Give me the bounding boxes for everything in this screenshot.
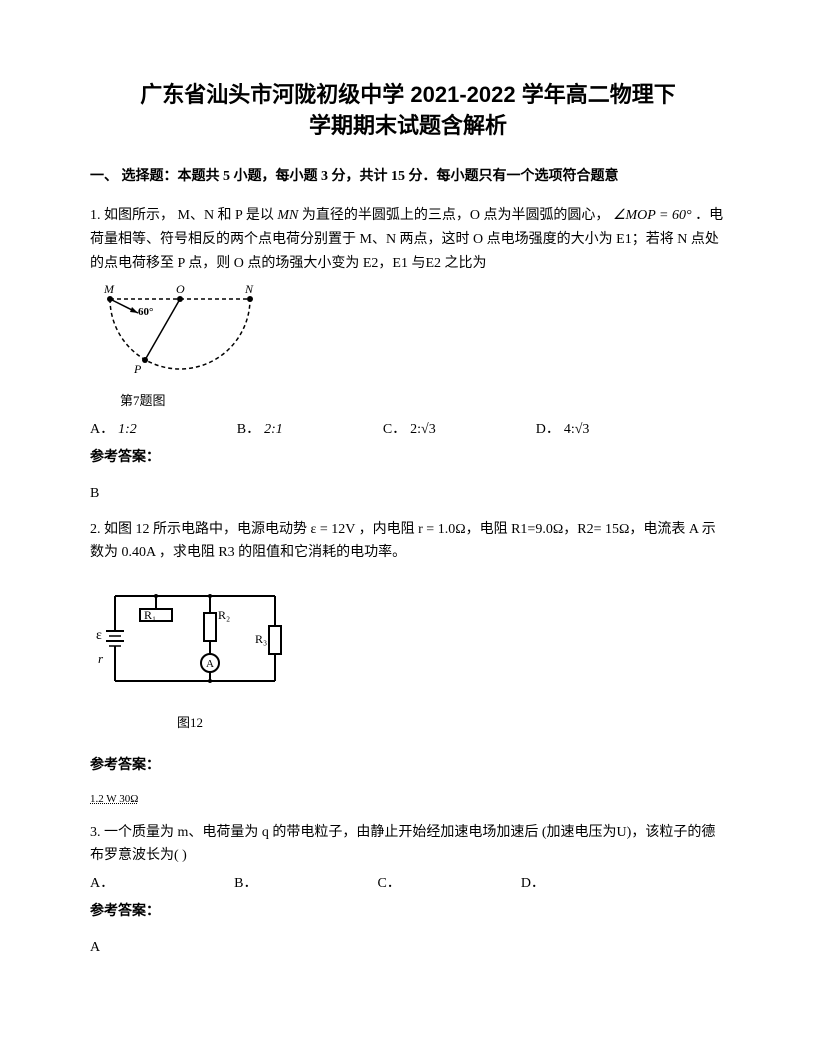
- q3-optD: D．: [521, 872, 545, 896]
- q3-answer: A: [90, 936, 726, 960]
- q1-optC-val: 2:√3: [410, 418, 436, 442]
- q1-optB-label: B．: [237, 418, 260, 442]
- q3-answer-label: 参考答案：: [90, 900, 726, 924]
- q1-option-d: D． 4:√3: [536, 418, 590, 442]
- label-angle: 60°: [138, 306, 153, 318]
- q1-formula2: ∠MOP = 60°: [613, 208, 692, 223]
- label-R1: R₁: [144, 608, 156, 622]
- q1-diagram: M O N P 60° 第7题图: [90, 281, 726, 412]
- label-R3: R₃: [255, 632, 267, 646]
- question-1: 1. 如图所示， M、N 和 P 是以 MN 为直径的半圆弧上的三点，O 点为半…: [90, 204, 726, 506]
- q1-optB-val: 2:1: [264, 418, 283, 442]
- label-N: N: [244, 282, 254, 296]
- q1-answer: B: [90, 482, 726, 506]
- label-A: A: [206, 658, 214, 670]
- q2-answer: 1.2 W 30Ω: [90, 790, 726, 809]
- q1-option-a: A． 1:2: [90, 418, 137, 442]
- q2-text: 2. 如图 12 所示电路中，电源电动势 ε = 12V ，内电阻 r = 1.…: [90, 518, 726, 566]
- label-P: P: [133, 362, 142, 376]
- q1-option-b: B． 2:1: [237, 418, 283, 442]
- q1-optA-label: A．: [90, 418, 114, 442]
- question-2: 2. 如图 12 所示电路中，电源电动势 ε = 12V ，内电阻 r = 1.…: [90, 518, 726, 809]
- q1-caption: 第7题图: [120, 390, 726, 412]
- q1-text: 1. 如图所示， M、N 和 P 是以 MN 为直径的半圆弧上的三点，O 点为半…: [90, 204, 726, 275]
- q3-optB: B．: [234, 872, 257, 896]
- q3-optC: C．: [377, 872, 400, 896]
- q2-caption: 图12: [90, 712, 290, 734]
- q1-optC-label: C．: [383, 418, 406, 442]
- q3-text: 3. 一个质量为 m、电荷量为 q 的带电粒子，由静止开始经加速电场加速后 (加…: [90, 821, 726, 869]
- q1-options: A． 1:2 B． 2:1 C． 2:√3 D． 4:√3: [90, 418, 726, 442]
- q3-optA: A．: [90, 872, 114, 896]
- q1-option-c: C． 2:√3: [383, 418, 436, 442]
- q1-optD-val: 4:√3: [564, 418, 590, 442]
- q1-answer-label: 参考答案：: [90, 446, 726, 470]
- q2-diagram: R₁ R₁ R₂: [90, 581, 726, 734]
- q1-text1: 1. 如图所示， M、N 和 P 是以: [90, 208, 274, 223]
- title-line1: 广东省汕头市河陇初级中学 2021-2022 学年高二物理下: [140, 82, 675, 107]
- label-O: O: [176, 282, 185, 296]
- label-M: M: [103, 282, 115, 296]
- q1-optD-label: D．: [536, 418, 560, 442]
- q2-answer-label: 参考答案：: [90, 754, 726, 778]
- q3-options: A． B． C． D．: [90, 872, 726, 896]
- semicircle-diagram: M O N P 60°: [90, 281, 270, 381]
- q1-text2: 为直径的半圆弧上的三点，O 点为半圆弧的圆心，: [302, 208, 610, 223]
- label-eps: ε: [96, 628, 102, 643]
- label-R2: R₂: [218, 608, 230, 622]
- q1-optA-val: 1:2: [118, 418, 137, 442]
- section-header: 一、 选择题：本题共 5 小题，每小题 3 分，共计 15 分．每小题只有一个选…: [90, 166, 726, 188]
- circuit-diagram: R₁ R₁ R₂: [90, 581, 290, 701]
- question-3: 3. 一个质量为 m、电荷量为 q 的带电粒子，由静止开始经加速电场加速后 (加…: [90, 821, 726, 960]
- title-line2: 学期期末试题含解析: [309, 113, 507, 138]
- q1-formula1: MN: [277, 208, 298, 223]
- page-title: 广东省汕头市河陇初级中学 2021-2022 学年高二物理下 学期期末试题含解析: [90, 80, 726, 142]
